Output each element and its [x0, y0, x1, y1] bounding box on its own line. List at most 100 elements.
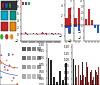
Bar	[22, 47, 26, 52]
Bar	[36, 33, 37, 34]
Bar	[5, 3, 8, 8]
Bar	[27, 34, 28, 35]
Bar	[10, 22, 16, 31]
Bar	[86, 62, 87, 85]
Point	[16, 83, 18, 85]
Bar	[93, 77, 94, 85]
Bar	[59, 71, 61, 85]
Bar	[78, 65, 79, 85]
Point	[4, 66, 6, 68]
Bar	[92, 80, 93, 85]
Point	[8, 53, 10, 55]
Bar	[62, 80, 64, 85]
Point	[11, 80, 13, 81]
Bar	[65, 63, 67, 85]
Bar	[49, 33, 50, 34]
Bar	[42, 32, 43, 34]
Bar	[22, 65, 26, 69]
Bar	[56, 82, 58, 85]
Bar	[96, 72, 97, 85]
Bar	[41, 33, 42, 34]
Bar	[2, 3, 4, 8]
Bar	[45, 33, 46, 34]
Bar	[91, 70, 92, 85]
Bar	[1, 11, 8, 20]
Bar	[32, 47, 36, 52]
Bar	[78, 24, 80, 31]
Bar	[85, 77, 86, 85]
Bar	[91, 20, 93, 25]
Bar	[97, 75, 98, 85]
Bar	[32, 74, 36, 79]
Bar	[43, 33, 44, 34]
Bar	[22, 2, 24, 5]
Bar	[27, 65, 31, 69]
Point	[6, 60, 8, 61]
Point	[4, 69, 6, 70]
Bar	[46, 33, 47, 34]
Bar	[76, 77, 77, 85]
Bar	[25, 2, 27, 5]
Point	[8, 55, 10, 56]
Bar	[85, 19, 87, 25]
Bar	[26, 33, 27, 34]
Bar	[27, 47, 31, 52]
Bar	[32, 65, 36, 69]
Bar	[22, 74, 26, 79]
Bar	[53, 77, 55, 85]
Bar	[9, 3, 11, 8]
Bar	[46, 34, 47, 35]
Point	[7, 70, 8, 71]
Circle shape	[6, 35, 8, 39]
Bar	[65, 18, 68, 25]
Circle shape	[11, 35, 12, 39]
Bar	[75, 65, 76, 85]
Point	[9, 65, 10, 66]
Bar	[21, 33, 22, 34]
Bar	[68, 8, 71, 25]
Bar	[25, 32, 26, 34]
Bar	[37, 47, 41, 52]
Point	[13, 77, 14, 79]
Point	[12, 54, 14, 55]
Bar	[68, 26, 71, 33]
Bar	[32, 56, 36, 61]
Bar	[1, 1, 17, 10]
Bar	[10, 11, 16, 20]
Bar	[90, 72, 91, 85]
Bar	[88, 82, 89, 85]
Bar	[97, 25, 99, 33]
Point	[13, 67, 15, 69]
Bar	[37, 34, 38, 35]
Bar	[74, 24, 77, 27]
Bar	[1, 22, 8, 31]
Bar	[52, 33, 53, 34]
Bar	[78, 8, 80, 24]
Point	[0, 55, 2, 56]
Bar	[82, 62, 83, 85]
Bar	[81, 80, 82, 85]
Bar	[37, 65, 41, 69]
Bar	[55, 33, 56, 34]
Bar	[37, 74, 41, 79]
Bar	[65, 26, 68, 28]
Bar	[28, 2, 30, 5]
Bar	[83, 75, 84, 85]
Bar	[87, 67, 88, 85]
Bar	[27, 56, 31, 61]
Bar	[37, 56, 41, 61]
Bar	[51, 33, 52, 34]
Bar	[53, 34, 54, 35]
Bar	[22, 56, 26, 61]
Point	[0, 62, 2, 64]
Bar	[73, 59, 74, 85]
Bar	[94, 25, 96, 28]
Bar	[80, 75, 81, 85]
Bar	[48, 58, 49, 85]
Bar	[27, 74, 31, 79]
Circle shape	[1, 35, 3, 39]
Bar	[95, 70, 96, 85]
Bar	[88, 9, 90, 25]
Bar	[74, 18, 77, 24]
Bar	[98, 67, 99, 85]
